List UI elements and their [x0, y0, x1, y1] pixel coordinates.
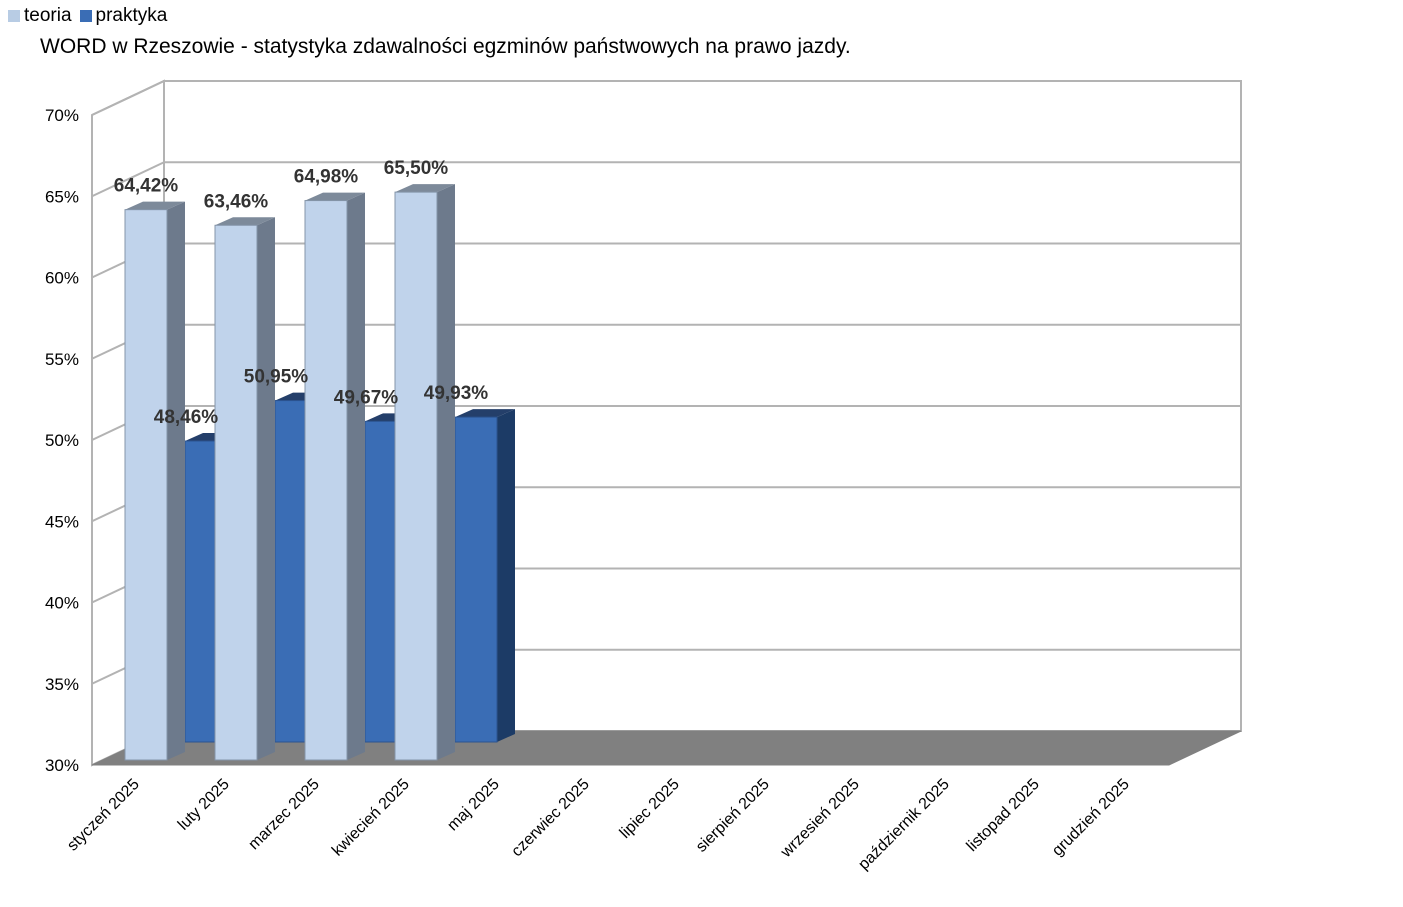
y-tick-label: 60% — [45, 269, 79, 288]
x-tick-label: maj 2025 — [444, 776, 503, 835]
legend-item-praktyka[interactable]: praktyka — [79, 5, 168, 27]
bar-front — [394, 191, 438, 761]
bar-front — [454, 416, 498, 743]
x-tick-label: luty 2025 — [175, 776, 233, 834]
data-label-praktyka: 49,93% — [424, 383, 489, 404]
legend-item-teoria[interactable]: teoria — [8, 5, 72, 27]
chart-legend: teoria praktyka — [8, 5, 175, 27]
bar-front — [124, 209, 168, 761]
gridline-side — [91, 161, 165, 198]
bar-top — [305, 192, 365, 201]
x-tick-label: czerwiec 2025 — [508, 776, 592, 860]
y-tick-label: 40% — [45, 594, 79, 613]
bar-front — [214, 224, 258, 761]
x-tick-label: grudzień 2025 — [1049, 776, 1133, 860]
data-label-teoria: 63,46% — [204, 191, 269, 212]
x-tick-label: październik 2025 — [855, 776, 953, 874]
x-tick-label: styczeń 2025 — [64, 776, 143, 855]
y-tick-label: 45% — [45, 512, 79, 531]
y-tick-label: 50% — [45, 431, 79, 450]
data-label-teoria: 65,50% — [384, 158, 449, 179]
bar-side — [257, 217, 275, 760]
gridline-side — [91, 80, 165, 116]
y-tick-label: 35% — [45, 675, 79, 694]
bar-top — [125, 201, 185, 210]
y-tick-label: 70% — [45, 106, 79, 125]
data-label-teoria: 64,42% — [114, 176, 179, 197]
bar-top — [395, 184, 455, 193]
y-tick-label: 65% — [45, 187, 79, 206]
x-tick-label: sierpień 2025 — [693, 776, 773, 856]
data-label-praktyka: 48,46% — [154, 407, 219, 428]
data-labels: 48,46% 64,42% 50,95% 63,46% 49,67% 64,98% 49,9… — [114, 158, 489, 428]
legend-swatch-teoria — [8, 10, 20, 22]
bar-teoria — [304, 192, 365, 761]
legend-label-teoria: teoria — [24, 5, 72, 26]
legend-swatch-praktyka — [79, 10, 92, 22]
bar-front — [304, 200, 348, 761]
data-label-praktyka: 50,95% — [244, 367, 309, 388]
y-tick-label: 55% — [45, 350, 79, 369]
bar-teoria — [394, 184, 455, 761]
bar-side — [497, 409, 515, 742]
bar-teoria — [214, 217, 275, 761]
bar-side — [347, 192, 365, 760]
data-label-praktyka: 49,67% — [334, 387, 399, 408]
bar-praktyka — [454, 409, 515, 743]
x-tick-label: wrzesień 2025 — [777, 776, 863, 862]
x-tick-label: lipiec 2025 — [617, 776, 683, 842]
bar-side — [437, 184, 455, 760]
chart-title: WORD w Rzeszowie - statystyka zdawalnośc… — [40, 35, 851, 58]
x-tick-label: kwiecień 2025 — [329, 776, 413, 860]
data-label-teoria: 64,98% — [294, 167, 359, 188]
y-tick-label: 30% — [45, 756, 79, 775]
x-tick-label: listopad 2025 — [963, 776, 1042, 855]
legend-label-praktyka: praktyka — [95, 5, 168, 26]
bar-teoria — [124, 201, 185, 761]
x-tick-label: marzec 2025 — [245, 776, 322, 853]
bars — [124, 184, 515, 761]
bar-top — [455, 409, 515, 418]
bar-top — [215, 217, 275, 226]
bar-side — [167, 201, 185, 761]
